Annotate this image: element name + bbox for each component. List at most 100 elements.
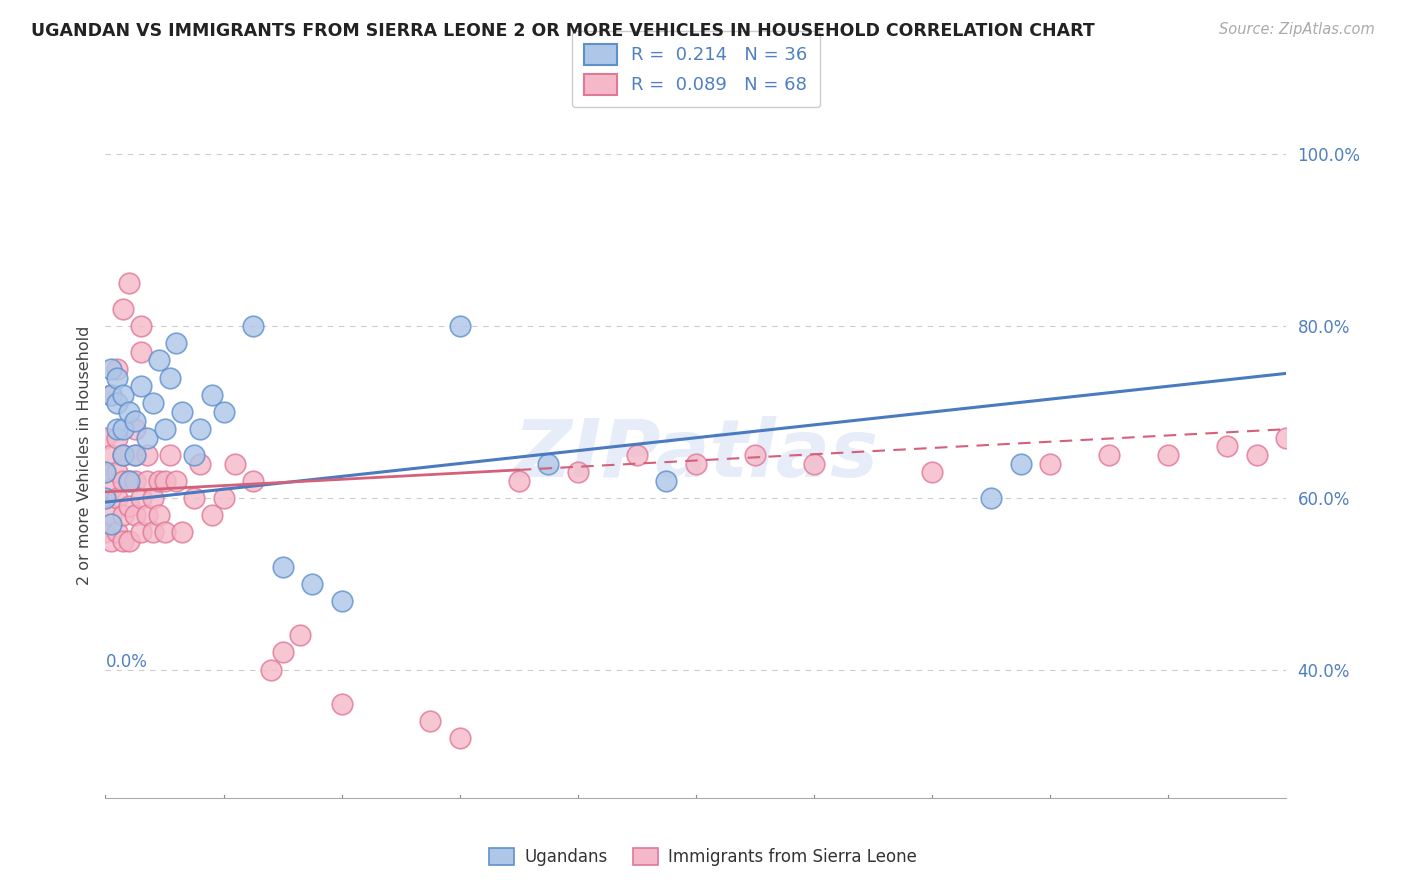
Point [129,319,152,334]
Point [159,370,181,384]
Point [1246,448,1268,462]
Point [135,448,157,462]
Point [135,508,157,522]
Point [1039,457,1062,471]
Point [112,474,135,488]
Point [626,448,648,462]
Point [330,594,353,608]
Point [105,465,128,479]
Point [94,491,117,505]
Point [94,525,117,540]
Point [301,576,323,591]
Point [94,465,117,479]
Point [1216,439,1239,453]
Point [118,474,141,488]
Text: 0.0%: 0.0% [105,653,148,671]
Point [124,448,146,462]
Point [135,431,157,445]
Point [921,465,943,479]
Text: Source: ZipAtlas.com: Source: ZipAtlas.com [1219,22,1375,37]
Point [142,491,165,505]
Point [94,465,117,479]
Point [153,474,176,488]
Legend: R =  0.214   N = 36, R =  0.089   N = 68: R = 0.214 N = 36, R = 0.089 N = 68 [572,31,820,107]
Point [1098,448,1121,462]
Point [135,474,157,488]
Text: UGANDAN VS IMMIGRANTS FROM SIERRA LEONE 2 OR MORE VEHICLES IN HOUSEHOLD CORRELAT: UGANDAN VS IMMIGRANTS FROM SIERRA LEONE … [31,22,1095,40]
Point [165,474,187,488]
Point [803,457,825,471]
Point [112,448,135,462]
Point [105,422,128,436]
Point [112,448,135,462]
Point [100,508,122,522]
Point [183,448,205,462]
Point [105,431,128,445]
Point [224,457,246,471]
Point [271,645,294,659]
Point [260,663,283,677]
Point [118,474,141,488]
Point [655,474,678,488]
Point [118,533,141,548]
Point [148,508,170,522]
Point [188,457,211,471]
Point [1275,431,1298,445]
Point [118,405,141,419]
Point [100,533,122,548]
Point [129,379,152,393]
Point [100,482,122,496]
Point [201,508,224,522]
Text: ZIPatlas: ZIPatlas [513,416,879,494]
Point [242,319,264,334]
Point [105,525,128,540]
Point [94,431,117,445]
Point [419,714,441,728]
Point [124,508,146,522]
Point [100,516,122,531]
Point [112,388,135,402]
Point [129,525,152,540]
Point [242,474,264,488]
Point [165,336,187,351]
Point [124,448,146,462]
Y-axis label: 2 or more Vehicles in Household: 2 or more Vehicles in Household [76,326,91,584]
Point [188,422,211,436]
Point [685,457,707,471]
Point [153,525,176,540]
Point [1157,448,1180,462]
Point [537,457,560,471]
Point [142,396,165,410]
Point [124,422,146,436]
Point [112,301,135,316]
Point [100,388,122,402]
Point [567,465,589,479]
Point [129,491,152,505]
Point [118,500,141,514]
Point [112,508,135,522]
Point [201,388,224,402]
Point [124,414,146,428]
Point [118,277,141,291]
Point [105,370,128,384]
Point [112,533,135,548]
Point [744,448,766,462]
Point [112,422,135,436]
Point [980,491,1002,505]
Point [290,628,312,642]
Point [172,405,194,419]
Point [183,491,205,505]
Point [100,388,122,402]
Point [124,474,146,488]
Point [172,525,194,540]
Point [148,474,170,488]
Point [212,491,235,505]
Point [153,422,176,436]
Legend: Ugandans, Immigrants from Sierra Leone: Ugandans, Immigrants from Sierra Leone [481,840,925,875]
Point [129,344,152,359]
Point [1010,457,1032,471]
Point [105,396,128,410]
Point [330,697,353,711]
Point [100,448,122,462]
Point [142,525,165,540]
